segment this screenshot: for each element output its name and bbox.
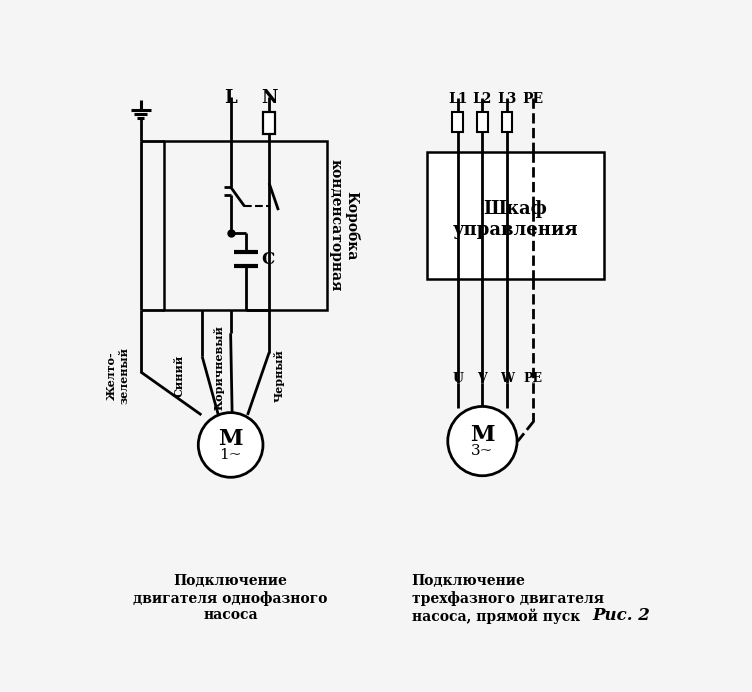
Text: PE: PE: [523, 92, 544, 107]
Text: C: C: [262, 251, 274, 268]
Circle shape: [199, 412, 263, 477]
Text: L: L: [224, 89, 237, 107]
Text: Коробка
конденсаторная: Коробка конденсаторная: [328, 159, 359, 291]
Text: Коричневый: Коричневый: [214, 325, 225, 410]
Text: Черный: Черный: [274, 349, 285, 402]
Text: Подключение
трехфазного двигателя
насоса, прямой пуск: Подключение трехфазного двигателя насоса…: [411, 574, 604, 623]
Bar: [263, 112, 275, 134]
Bar: [477, 112, 488, 132]
Text: L2: L2: [473, 92, 492, 107]
Bar: [453, 112, 463, 132]
Bar: [427, 152, 604, 280]
Text: N: N: [261, 89, 277, 107]
Text: Синий: Синий: [174, 354, 184, 397]
Bar: [502, 112, 512, 132]
Text: 1~: 1~: [220, 448, 242, 462]
Text: Подключение
двигателя однофазного
насоса: Подключение двигателя однофазного насоса: [133, 574, 328, 622]
Text: L1: L1: [448, 92, 468, 107]
Text: Желто-
зеленый: Желто- зеленый: [105, 347, 129, 404]
Circle shape: [447, 406, 517, 475]
Text: L3: L3: [497, 92, 517, 107]
Text: М: М: [218, 428, 243, 450]
Text: PE: PE: [523, 372, 543, 385]
Text: U: U: [452, 372, 463, 385]
Bar: [164, 140, 327, 310]
Text: 3~: 3~: [472, 444, 493, 458]
Text: W: W: [500, 372, 514, 385]
Text: V: V: [478, 372, 487, 385]
Text: Шкаф
управления: Шкаф управления: [453, 200, 578, 239]
Text: М: М: [470, 424, 495, 446]
Text: Рис. 2: Рис. 2: [593, 607, 650, 623]
